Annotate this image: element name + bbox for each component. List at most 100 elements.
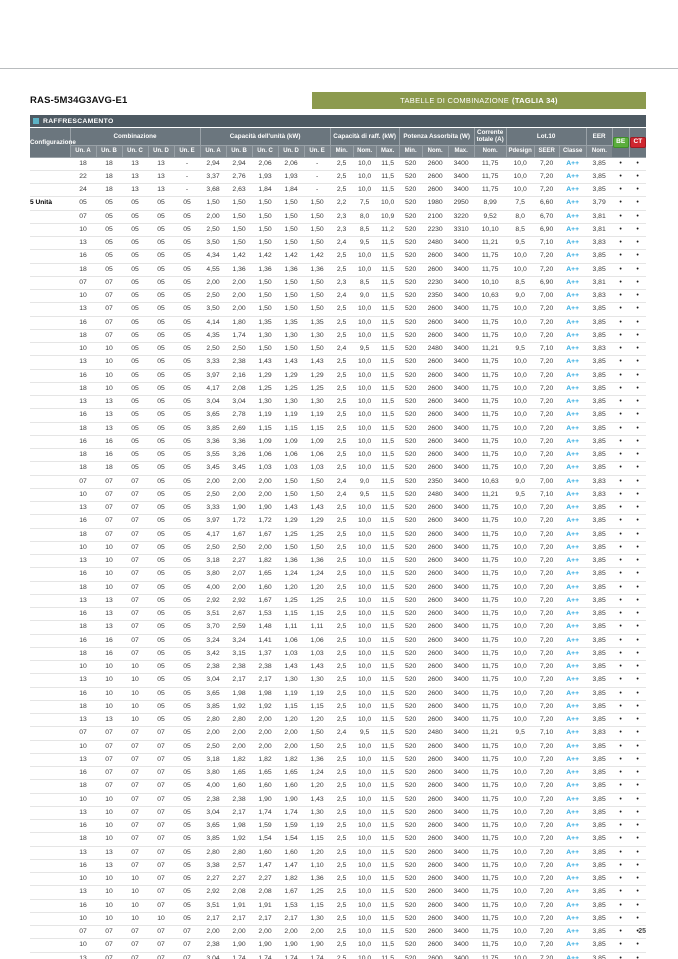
value-cell: 13	[96, 594, 122, 609]
value-cell: -	[174, 157, 201, 171]
value-cell: 11,5	[376, 740, 400, 754]
value-cell: 10,0	[353, 673, 377, 688]
value-cell: 3,04	[200, 395, 227, 410]
configuration-label	[30, 501, 70, 516]
availability-dot: •	[612, 276, 630, 291]
table-row: 16 07 05 05 05 4,14 1,80 1,35 1,35 1,35 2,5 10,0 11,…	[30, 316, 647, 330]
value-cell: 1,30	[252, 395, 279, 410]
value-cell: 1,47	[278, 859, 305, 874]
value-cell: 13	[70, 673, 96, 688]
value-cell: 05	[174, 210, 201, 224]
value-cell: 1,90	[304, 938, 331, 953]
value-cell: 520	[399, 567, 423, 582]
value-cell: 13	[96, 620, 122, 635]
value-cell: 10	[70, 541, 96, 556]
value-cell: 3,85	[586, 382, 613, 397]
value-cell: 11,75	[474, 912, 507, 927]
value-cell: 2230	[422, 276, 449, 291]
column-group-ct: CT	[629, 128, 647, 158]
value-cell: 10	[70, 660, 96, 675]
banner-text: TABELLE DI COMBINAZIONE	[400, 96, 510, 105]
value-cell: 520	[399, 925, 423, 940]
value-cell: 7,20	[534, 899, 560, 913]
value-cell: 2,27	[226, 872, 253, 887]
value-cell: 11,75	[474, 607, 507, 622]
value-cell: 1,36	[304, 263, 331, 277]
value-cell: 1,15	[304, 607, 331, 622]
value-cell: 10,0	[506, 647, 535, 662]
value-cell: 1,50	[304, 488, 331, 503]
value-cell: -	[304, 170, 331, 185]
availability-dot: •	[612, 302, 630, 317]
configuration-label	[30, 660, 70, 675]
configuration-label	[30, 859, 70, 874]
value-cell: 1,90	[252, 793, 279, 807]
value-cell: 2,5	[330, 422, 354, 436]
value-cell: 1,74	[304, 952, 331, 959]
value-cell: 2,5	[330, 687, 354, 701]
value-cell: 1,50	[304, 541, 331, 556]
value-cell: 3,51	[200, 899, 227, 913]
table-row: 13 07 07 05 05 3,33 1,90 1,90 1,43 1,43 2,5 10,0 11,…	[30, 501, 647, 516]
configuration-label	[30, 475, 70, 489]
value-cell: 05	[122, 236, 148, 251]
value-cell: 11,5	[376, 501, 400, 516]
value-cell: 520	[399, 594, 423, 609]
value-cell: 10,0	[506, 316, 535, 330]
configuration-label	[30, 170, 70, 185]
availability-dot: •	[612, 567, 630, 582]
value-cell: 2,80	[200, 846, 227, 860]
value-cell: 10	[70, 289, 96, 304]
value-cell: 05	[122, 382, 148, 397]
configuration-label	[30, 581, 70, 595]
value-cell: 520	[399, 846, 423, 860]
value-cell: 1,06	[278, 448, 305, 463]
value-cell: 10,0	[353, 157, 377, 171]
value-cell: 18	[70, 422, 96, 436]
value-cell: 2,00	[252, 925, 279, 940]
value-cell: 520	[399, 793, 423, 807]
availability-dot: •	[629, 170, 647, 185]
configuration-label	[30, 620, 70, 635]
energy-class-cell: A++	[559, 753, 587, 768]
value-cell: 7,20	[534, 581, 560, 595]
value-cell: 10,0	[506, 422, 535, 436]
value-cell: 07	[96, 289, 122, 304]
value-cell: 05	[122, 395, 148, 410]
value-cell: -	[304, 157, 331, 171]
value-cell: 3400	[448, 302, 475, 317]
value-cell: 13	[70, 554, 96, 569]
value-cell: 10	[122, 899, 148, 913]
availability-dot: •	[629, 793, 647, 807]
configuration-label	[30, 594, 70, 609]
value-cell: 3400	[448, 594, 475, 609]
value-cell: 11,5	[376, 329, 400, 344]
table-row: 10 10 07 07 05 2,38 2,38 1,90 1,90 1,43 2,5 10,0 11,…	[30, 793, 647, 807]
value-cell: 7,20	[534, 832, 560, 847]
value-cell: 10,0	[353, 448, 377, 463]
configuration-label	[30, 740, 70, 754]
value-cell: 10	[96, 554, 122, 569]
value-cell: 1,50	[278, 342, 305, 357]
availability-dot: •	[629, 779, 647, 794]
value-cell: 520	[399, 938, 423, 953]
value-cell: 10,0	[353, 461, 377, 476]
value-cell: 10,0	[506, 832, 535, 847]
value-cell: 1,90	[226, 938, 253, 953]
value-cell: 2,00	[252, 740, 279, 754]
value-cell: 2,5	[330, 925, 354, 940]
value-cell: 3310	[448, 223, 475, 238]
value-cell: 18	[96, 157, 122, 171]
value-cell: 05	[122, 196, 148, 211]
value-cell: 3,79	[586, 196, 613, 211]
value-cell: 11,75	[474, 819, 507, 834]
value-cell: 2,5	[330, 793, 354, 807]
value-cell: 1,09	[304, 435, 331, 450]
value-cell: 3400	[448, 276, 475, 291]
energy-class-cell: A++	[559, 395, 587, 410]
value-cell: 11,75	[474, 713, 507, 728]
table-header: Configurazione Combinazione Capacità dell'…	[30, 128, 647, 158]
configuration-label	[30, 276, 70, 291]
value-cell: 1,20	[304, 581, 331, 595]
value-cell: 05	[174, 408, 201, 423]
